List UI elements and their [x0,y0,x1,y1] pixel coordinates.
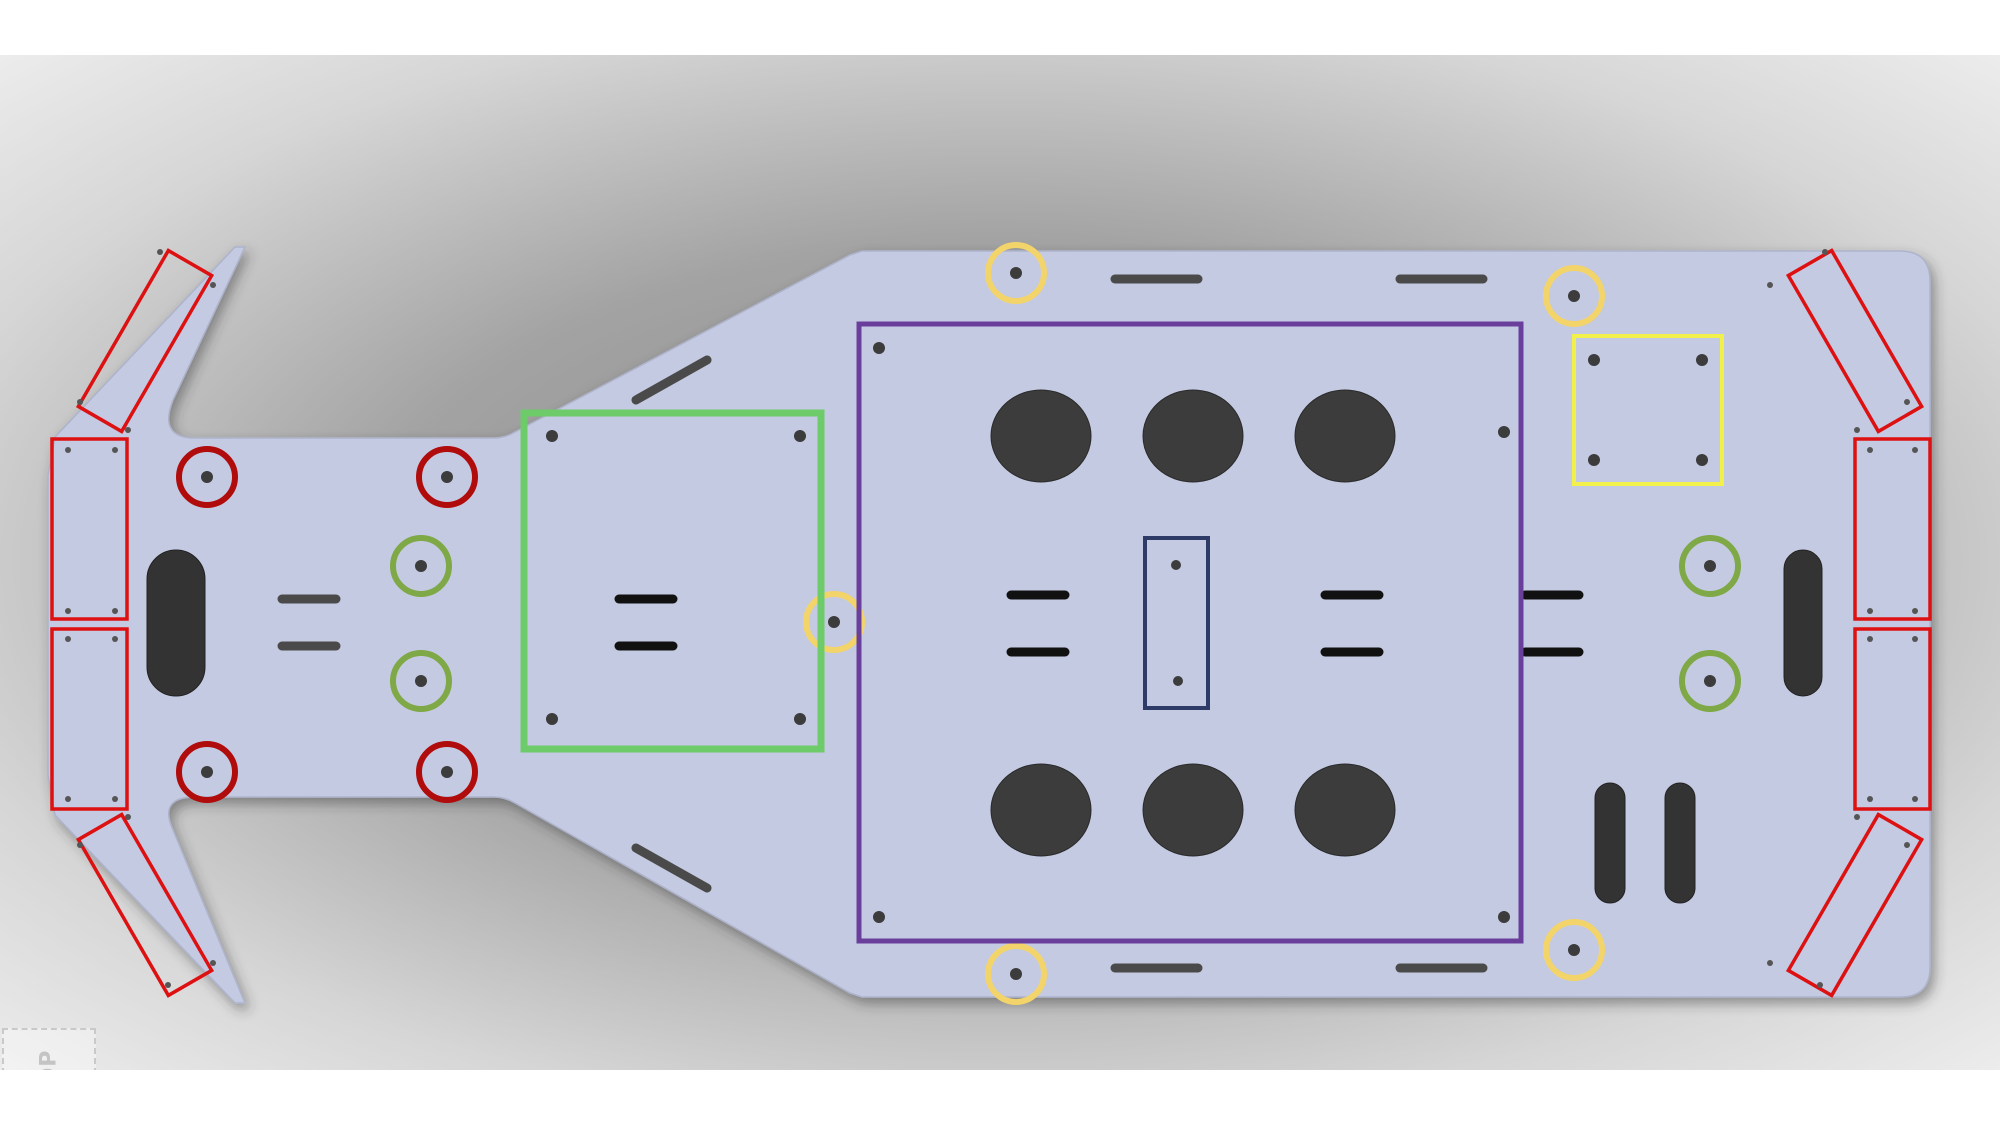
cable-hole [1142,763,1244,857]
oval-slot-right [1783,549,1823,697]
zip-tie-slots [614,590,1584,657]
standoff-mount[interactable] [176,446,238,508]
thin-slots [277,274,1488,973]
cable-hole [1294,389,1396,483]
cable-hole [1294,763,1396,857]
oval-slot-left [146,549,206,697]
small-board-yellow[interactable] [1572,334,1724,486]
sensor-mounts[interactable] [50,248,1932,998]
vertical-slot [1664,782,1696,904]
corner-mount[interactable] [985,943,1047,1005]
cable-hole [990,389,1092,483]
small-mount[interactable] [390,650,452,712]
small-mounts[interactable] [390,535,1741,712]
view-cube-icon[interactable]: TOP [2,1028,96,1070]
corner-mounts[interactable] [803,242,1605,1005]
robot-chassis-plate-model[interactable] [0,55,2000,1070]
sensor-mount-left-top-angled[interactable] [75,248,215,434]
sensor-mount-right-top-angled[interactable] [1785,248,1925,434]
standoff-mounts[interactable] [176,446,478,803]
screw-holes [546,342,1708,923]
board-area-purple[interactable] [856,321,1524,944]
small-mount[interactable] [390,535,452,597]
small-mount[interactable] [1679,650,1741,712]
cable-hole [1142,389,1244,483]
sensor-mount-screw-holes [65,249,1918,988]
sensor-mount-right-bottom-angled[interactable] [1785,812,1925,998]
chassis-plate[interactable] [47,246,1931,1004]
cad-viewport[interactable]: TOP [0,55,2000,1070]
standoff-mount[interactable] [416,741,478,803]
sensor-mount-left-upper[interactable] [50,437,129,621]
small-board-navy[interactable] [1143,536,1210,710]
cable-hole [990,763,1092,857]
corner-mount[interactable] [985,242,1047,304]
corner-mount[interactable] [1543,265,1605,327]
standoff-mount[interactable] [416,446,478,508]
oval-slots [146,549,1823,904]
corner-mount[interactable] [1543,919,1605,981]
sensor-mount-right-upper[interactable] [1853,437,1932,621]
view-cube-label: TOP [37,1050,62,1070]
sensor-mount-left-lower[interactable] [50,627,129,811]
corner-mount[interactable] [803,591,865,653]
sensor-mount-right-lower[interactable] [1853,627,1932,811]
cable-holes [990,389,1396,857]
small-mount[interactable] [1679,535,1741,597]
vertical-slot [1594,782,1626,904]
standoff-mount[interactable] [176,741,238,803]
sensor-mount-left-bottom-angled[interactable] [75,812,215,998]
board-area-green[interactable] [520,409,825,753]
